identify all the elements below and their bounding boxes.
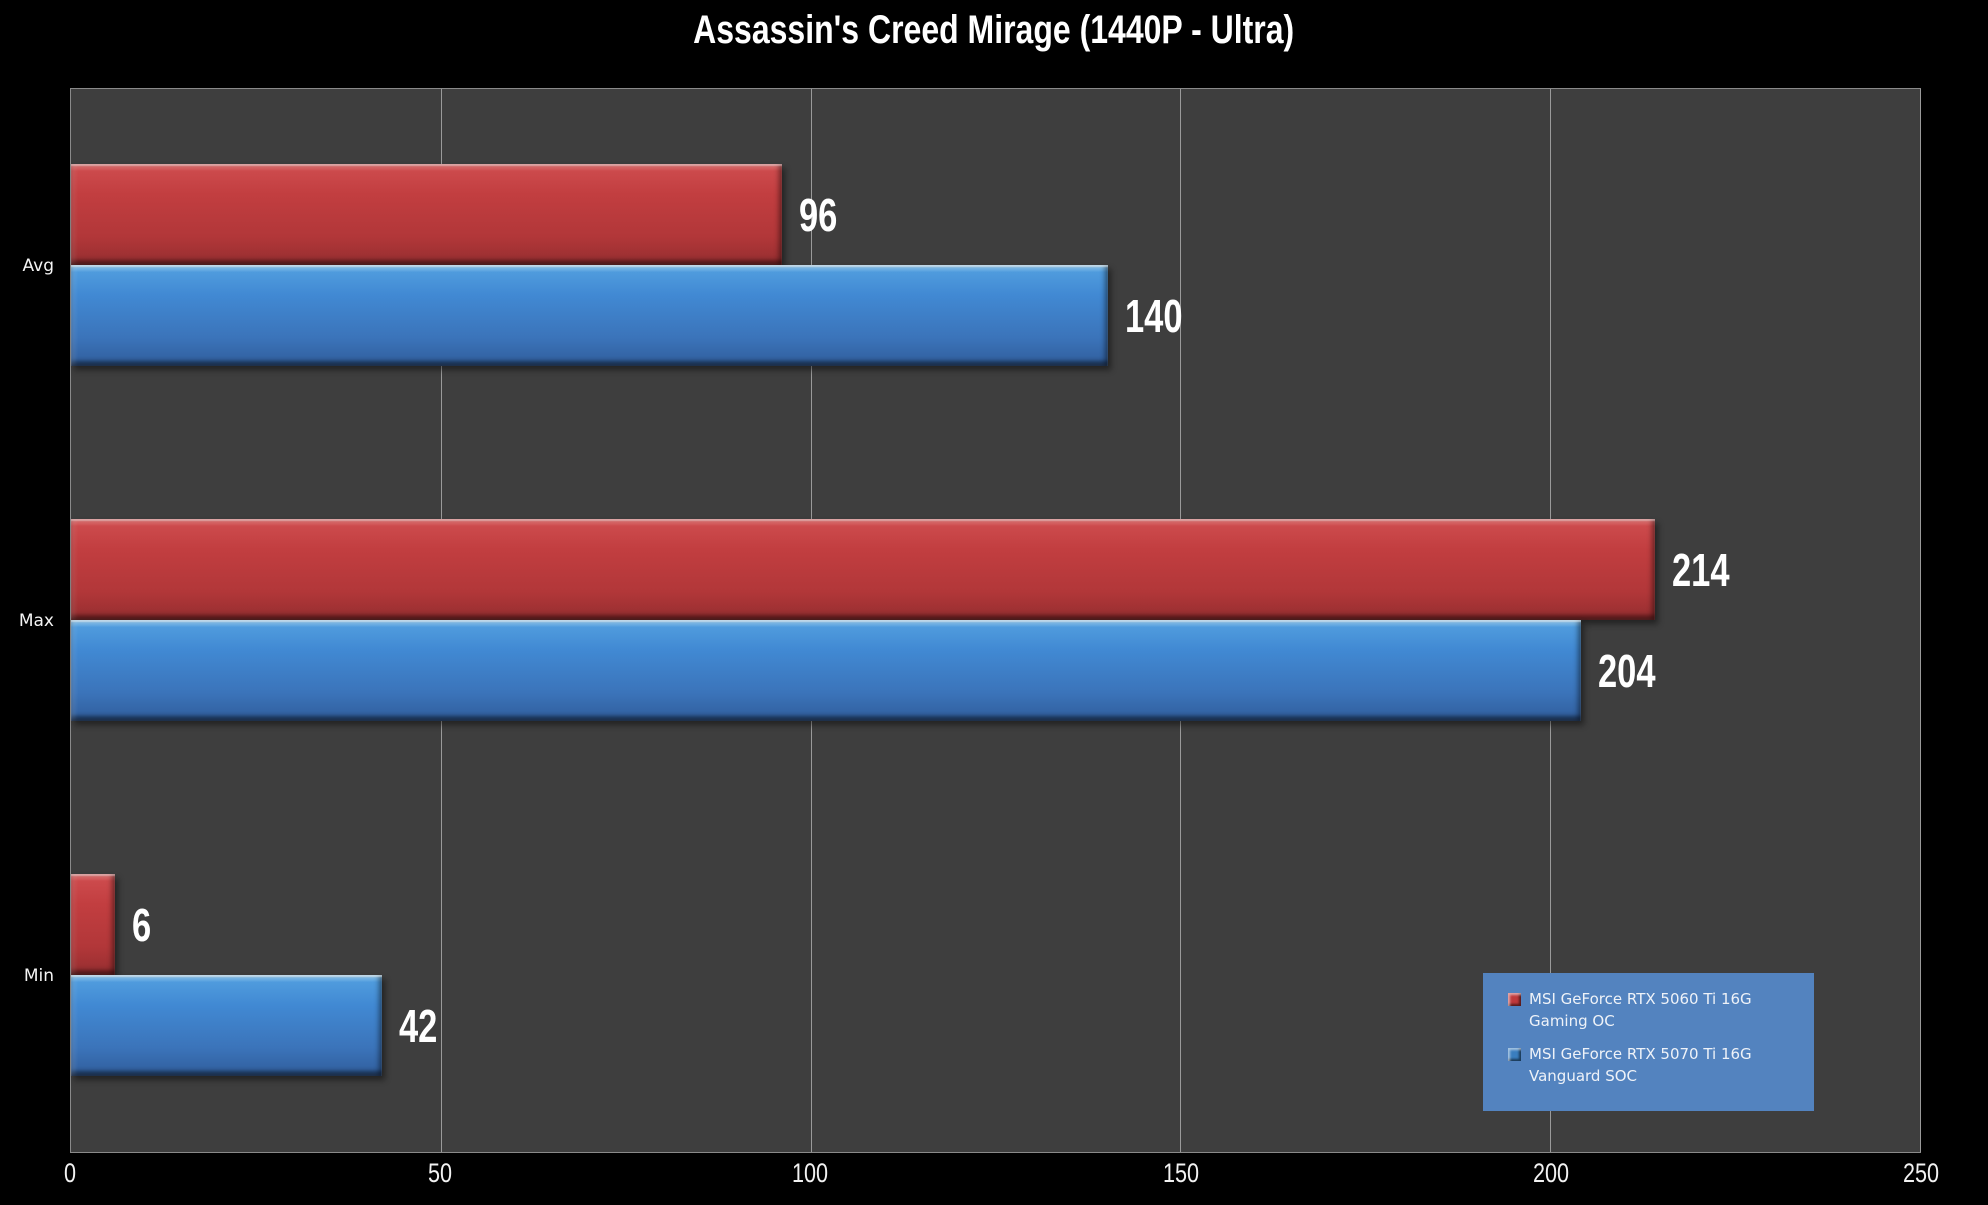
bar-value-text: 42	[398, 999, 438, 1052]
bar-max-rtx-5070-ti	[71, 620, 1582, 721]
tick-label-200: 200	[1528, 1158, 1573, 1189]
tick-label-text: 150	[1162, 1158, 1199, 1188]
category-label-max: Max	[18, 610, 54, 631]
category-label-avg: Avg	[22, 255, 55, 276]
bar-value-label: 6	[132, 898, 158, 952]
legend-label-line1: MSI GeForce RTX 5070 Ti 16G	[1529, 1045, 1752, 1063]
tick-label-250: 250	[1898, 1158, 1943, 1189]
chart-title: Assassin's Creed Mirage (1440P - Ultra)	[0, 8, 1988, 53]
bar-value-text: 204	[1598, 644, 1656, 697]
legend-label: MSI GeForce RTX 5070 Ti 16G Vanguard SOC	[1529, 1043, 1752, 1087]
legend-label-line1: MSI GeForce RTX 5060 Ti 16G	[1529, 990, 1752, 1008]
bar-value-label: 140	[1125, 289, 1202, 343]
bar-value-label: 96	[799, 188, 850, 242]
bar-value-text: 6	[132, 898, 152, 951]
tick-label-100: 100	[788, 1158, 833, 1189]
plot-area: 96 140 214 204 6 42	[70, 88, 1921, 1153]
bar-value-label: 214	[1672, 543, 1749, 597]
tick-label-0: 0	[62, 1158, 77, 1189]
legend-marker-red-icon	[1508, 993, 1521, 1006]
legend-item-rtx-5070-ti: MSI GeForce RTX 5070 Ti 16G Vanguard SOC	[1508, 1043, 1804, 1087]
legend-label-line2: Vanguard SOC	[1529, 1067, 1638, 1085]
bar-avg-rtx-5060-ti	[71, 164, 782, 265]
tick-label-50: 50	[425, 1158, 455, 1189]
bar-value-label: 204	[1598, 644, 1675, 698]
chart-title-text: Assassin's Creed Mirage (1440P - Ultra)	[693, 8, 1295, 52]
tick-label-text: 250	[1902, 1158, 1940, 1188]
tick-label-text: 200	[1532, 1158, 1569, 1188]
bar-value-text: 96	[798, 188, 838, 241]
legend-label: MSI GeForce RTX 5060 Ti 16G Gaming OC	[1529, 988, 1752, 1032]
bar-value-text: 214	[1672, 543, 1731, 596]
legend-marker-blue-icon	[1508, 1048, 1521, 1061]
legend: MSI GeForce RTX 5060 Ti 16G Gaming OC MS…	[1483, 973, 1814, 1111]
bar-value-text: 140	[1124, 289, 1183, 342]
tick-label-150: 150	[1158, 1158, 1203, 1189]
tick-label-text: 100	[792, 1158, 829, 1188]
tick-label-text: 0	[63, 1158, 77, 1188]
legend-item-rtx-5060-ti: MSI GeForce RTX 5060 Ti 16G Gaming OC	[1508, 988, 1804, 1032]
bar-min-rtx-5070-ti	[71, 975, 382, 1076]
legend-label-line2: Gaming OC	[1529, 1012, 1615, 1030]
bar-value-label: 42	[399, 999, 450, 1053]
gridline	[1920, 89, 1921, 1152]
bar-avg-rtx-5070-ti	[71, 265, 1108, 366]
tick-label-text: 50	[428, 1158, 453, 1188]
category-label-min: Min	[23, 965, 54, 986]
bar-min-rtx-5060-ti	[71, 874, 116, 975]
bar-max-rtx-5060-ti	[71, 519, 1656, 620]
